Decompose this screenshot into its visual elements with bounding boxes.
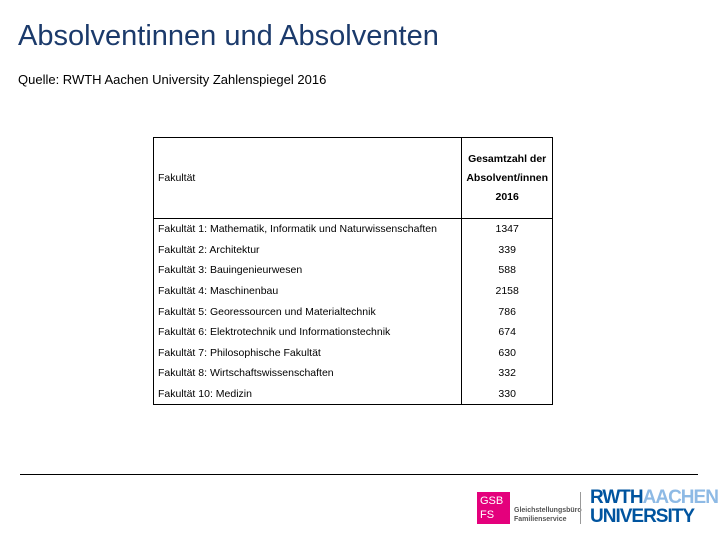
graduates: 339	[461, 239, 553, 261]
logo-text: FS	[480, 509, 495, 521]
table-row: Fakultät 7: Philosophische Fakultät 630	[154, 342, 553, 364]
source: Quelle: RWTH Aachen University Zahlenspi…	[18, 72, 327, 87]
column-header: Fakultät	[153, 137, 462, 219]
table: Fakultät Gesamtzahl der Absolvent/innen …	[153, 137, 553, 406]
table-row: Fakultät 3: Bauingenieurwesen 588	[154, 260, 553, 281]
table-row: Fakultät 8: Wirtschaftswissenschaften 332	[154, 363, 553, 384]
graduates: 674	[461, 321, 553, 343]
logo-text: AACHEN	[642, 487, 719, 508]
faculty: Fakultät 2: Architektur	[158, 243, 260, 256]
faculty: Fakultät 10: Medizin	[158, 388, 252, 401]
graduates: 630	[461, 342, 553, 364]
logo-text: Familienservice	[514, 516, 567, 523]
faculty: Fakultät 1: Mathematik, Informatik und N…	[158, 223, 437, 236]
gsb-logo: GSB FS	[477, 492, 510, 524]
graduates: 588	[461, 260, 553, 281]
faculty: Fakultät 4: Maschinenbau	[158, 285, 279, 298]
faculty: Fakultät 5: Georessourcen und Materialte…	[158, 305, 376, 318]
rule	[20, 474, 698, 475]
graduates: 1347	[461, 218, 553, 240]
graduates: 786	[461, 301, 553, 322]
table-row: Fakultät 4: Maschinenbau 2158	[154, 280, 553, 302]
logo-text: UNIVERSITY	[590, 506, 695, 527]
table-row: Fakultät 6: Elektrotechnik und Informati…	[154, 321, 553, 343]
faculty: Fakultät 3: Bauingenieurwesen	[158, 264, 303, 277]
table-row: Fakultät 5: Georessourcen und Materialte…	[154, 301, 553, 322]
separator	[580, 492, 581, 524]
title: Absolventinnen und Absolventen	[18, 20, 439, 52]
gsb-text: Gleichstellungsbüro Familienservice	[514, 506, 582, 524]
graduates: 330	[461, 383, 553, 405]
logo-text: GSB	[480, 495, 504, 507]
table-row: Fakultät 1: Mathematik, Informatik und N…	[154, 218, 553, 240]
faculty: Fakultät 7: Philosophische Fakultät	[158, 346, 321, 359]
table-row: Fakultät 2: Architektur 339	[154, 239, 553, 261]
faculty: Fakultät 6: Elektrotechnik und Informati…	[158, 326, 391, 339]
graduates: 2158	[461, 280, 553, 302]
column-header: Gesamtzahl der Absolvent/innen 2016	[461, 137, 553, 219]
logo-text: Gleichstellungsbüro	[514, 507, 582, 514]
table-row: Fakultät 10: Medizin 330	[154, 383, 553, 405]
rwth-logo: RWTHAACHEN UNIVERSITY	[590, 487, 719, 527]
logo-text: RWTH	[590, 487, 644, 508]
faculty: Fakultät 8: Wirtschaftswissenschaften	[158, 367, 334, 380]
graduates: 332	[461, 363, 553, 384]
